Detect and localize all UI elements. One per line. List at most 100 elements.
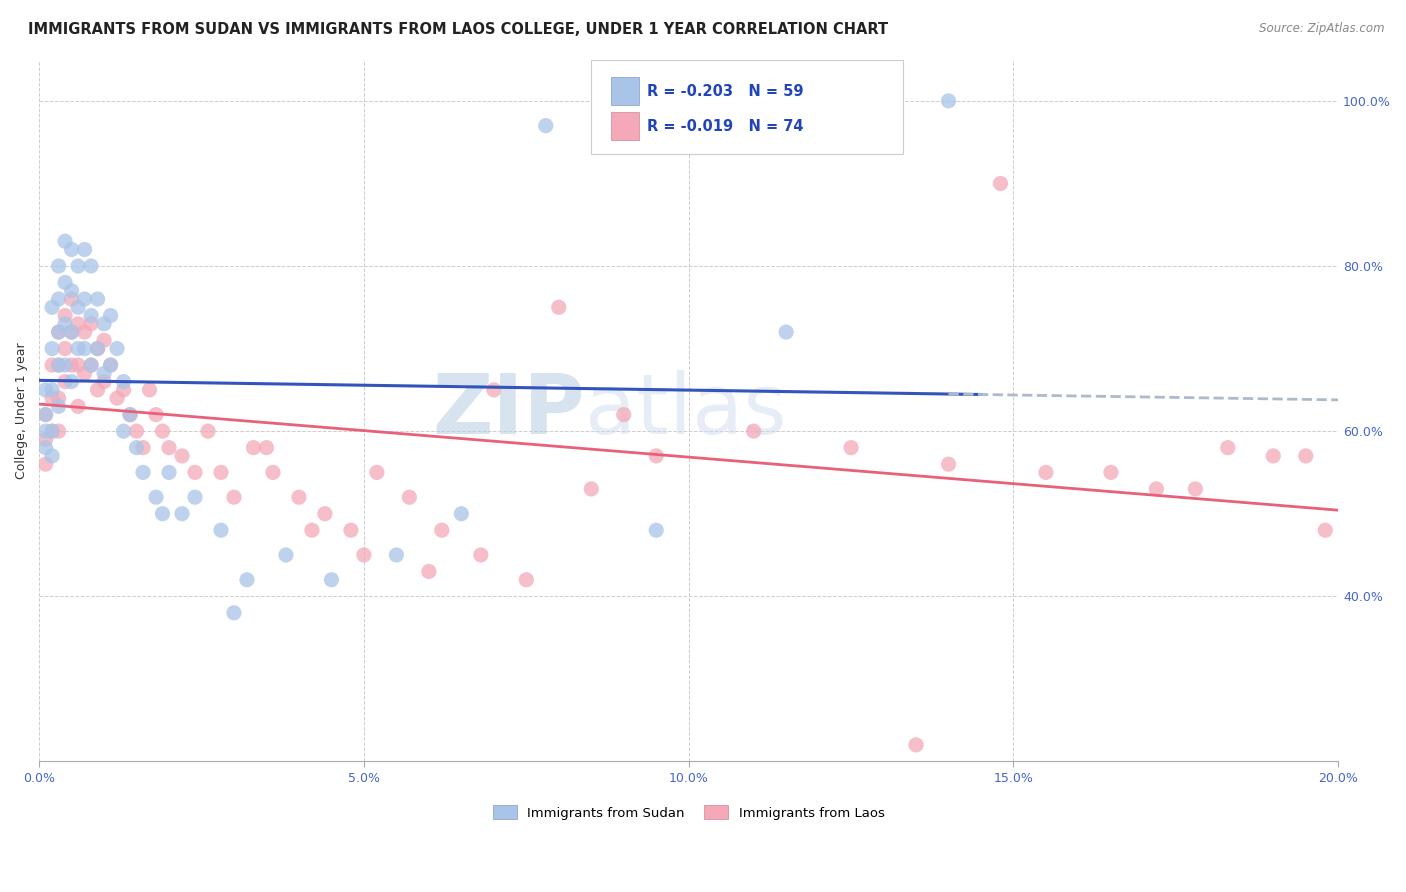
Y-axis label: College, Under 1 year: College, Under 1 year xyxy=(15,343,28,479)
Point xyxy=(645,523,668,537)
Point xyxy=(742,424,765,438)
Point xyxy=(41,449,63,463)
Point xyxy=(118,408,141,422)
Point xyxy=(67,317,90,331)
Point xyxy=(398,490,420,504)
Point xyxy=(256,441,278,455)
Point xyxy=(515,573,537,587)
Point xyxy=(73,342,96,356)
Point xyxy=(301,523,323,537)
Point xyxy=(262,466,284,480)
Point xyxy=(288,490,311,504)
Point xyxy=(430,523,453,537)
Point xyxy=(366,466,388,480)
Point xyxy=(80,309,103,323)
Point xyxy=(34,383,56,397)
Point xyxy=(53,317,76,331)
Point xyxy=(48,259,70,273)
Point xyxy=(60,284,83,298)
Point xyxy=(86,342,108,356)
Text: Source: ZipAtlas.com: Source: ZipAtlas.com xyxy=(1260,22,1385,36)
Point xyxy=(138,383,160,397)
Point xyxy=(157,441,180,455)
Point xyxy=(67,358,90,372)
Point xyxy=(67,259,90,273)
Point xyxy=(41,424,63,438)
Point xyxy=(645,449,668,463)
Point xyxy=(105,391,128,405)
Point xyxy=(60,325,83,339)
Point xyxy=(534,119,557,133)
Point xyxy=(67,300,90,314)
Point xyxy=(80,317,103,331)
Point xyxy=(60,292,83,306)
Point xyxy=(905,738,928,752)
Point xyxy=(73,325,96,339)
Point xyxy=(100,358,122,372)
Point xyxy=(112,424,135,438)
Point xyxy=(938,457,960,471)
Point xyxy=(48,424,70,438)
Point xyxy=(73,243,96,257)
Point xyxy=(547,300,569,314)
Point xyxy=(242,441,264,455)
Point xyxy=(60,375,83,389)
Point xyxy=(53,234,76,248)
Point xyxy=(132,441,155,455)
Point xyxy=(80,358,103,372)
Point xyxy=(48,292,70,306)
Point xyxy=(1099,466,1122,480)
Point xyxy=(93,367,115,381)
Point xyxy=(418,565,440,579)
Point xyxy=(314,507,336,521)
Point xyxy=(938,94,960,108)
Point xyxy=(197,424,219,438)
Point xyxy=(112,383,135,397)
Point xyxy=(157,466,180,480)
Point xyxy=(990,177,1012,191)
Point xyxy=(839,441,862,455)
Point xyxy=(145,408,167,422)
Point xyxy=(48,358,70,372)
Point xyxy=(209,466,232,480)
Point xyxy=(67,400,90,414)
Text: R = -0.019   N = 74: R = -0.019 N = 74 xyxy=(647,119,804,134)
Point xyxy=(48,400,70,414)
Point xyxy=(41,300,63,314)
Point xyxy=(60,358,83,372)
Point xyxy=(48,358,70,372)
Point xyxy=(48,325,70,339)
Point xyxy=(41,342,63,356)
Point xyxy=(41,391,63,405)
Point xyxy=(118,408,141,422)
Text: R = -0.203   N = 59: R = -0.203 N = 59 xyxy=(647,84,804,99)
Point xyxy=(34,408,56,422)
Point xyxy=(170,507,193,521)
FancyBboxPatch shape xyxy=(610,112,640,140)
Point xyxy=(93,334,115,348)
Point xyxy=(105,342,128,356)
Point xyxy=(93,375,115,389)
Point xyxy=(184,466,207,480)
Point xyxy=(170,449,193,463)
Point xyxy=(775,325,797,339)
Point xyxy=(67,342,90,356)
Point xyxy=(34,424,56,438)
Point xyxy=(340,523,363,537)
Point xyxy=(53,309,76,323)
Point xyxy=(86,342,108,356)
Point xyxy=(152,507,174,521)
Point xyxy=(1263,449,1285,463)
Point xyxy=(222,606,245,620)
Point xyxy=(53,358,76,372)
Point xyxy=(48,325,70,339)
Point xyxy=(236,573,259,587)
Point xyxy=(1144,482,1167,496)
Point xyxy=(1184,482,1206,496)
Point xyxy=(73,367,96,381)
FancyBboxPatch shape xyxy=(592,60,903,154)
Point xyxy=(53,276,76,290)
Point xyxy=(60,325,83,339)
Point xyxy=(1035,466,1057,480)
Point xyxy=(86,383,108,397)
